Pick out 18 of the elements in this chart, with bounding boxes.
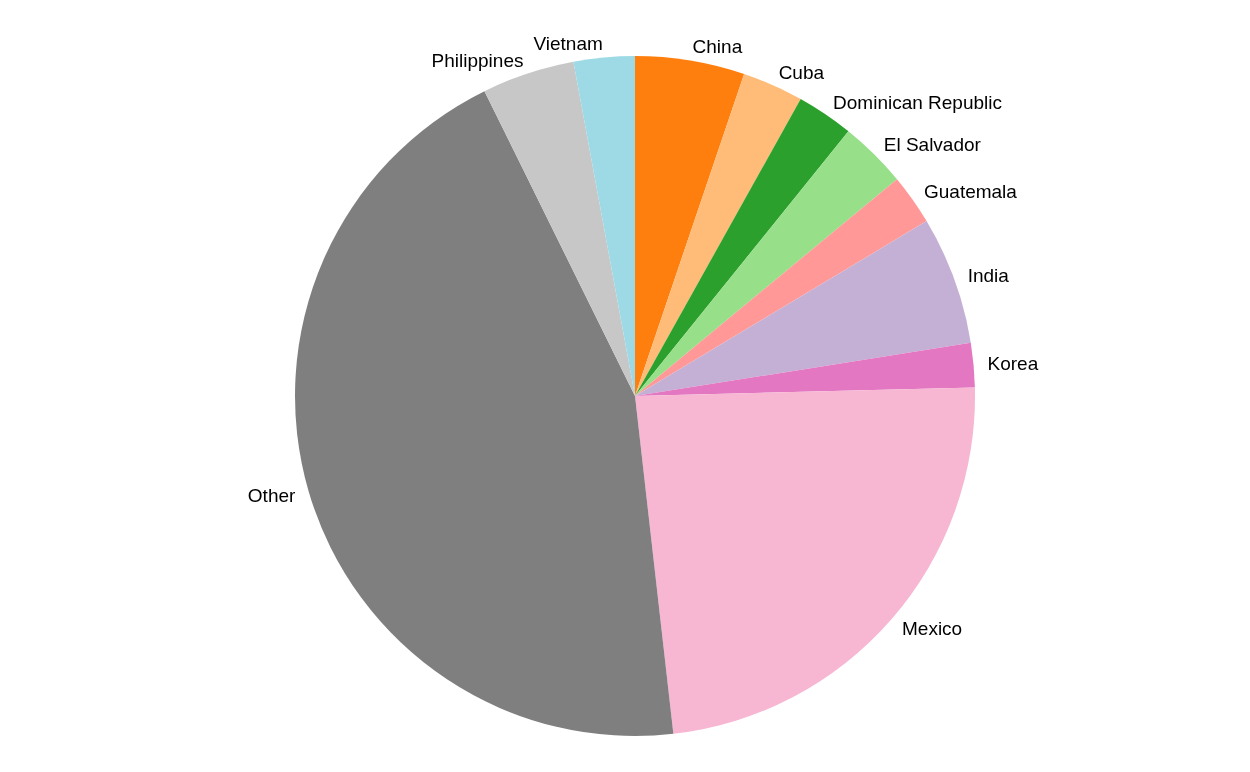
pie-slice (635, 342, 975, 396)
slice-label: Cuba (778, 61, 825, 83)
pie-slice (635, 179, 927, 396)
pie-slice (635, 221, 971, 396)
slice-label: China (692, 36, 743, 58)
slice-label: India (967, 264, 1010, 286)
slice-label: Vietnam (533, 32, 603, 54)
slice-label: Philippines (431, 49, 524, 71)
slice-label: Other (247, 485, 297, 507)
slice-label: Guatemala (923, 181, 1018, 203)
pie-slice (635, 387, 975, 734)
slice-label: El Salvador (883, 133, 982, 155)
pie-slice (295, 91, 674, 736)
slice-label: Dominican Republic (833, 92, 1003, 114)
pie-slice (635, 56, 745, 396)
slice-label: Korea (987, 353, 1039, 375)
pie-slice (573, 56, 635, 396)
slice-label: Mexico (902, 617, 963, 639)
